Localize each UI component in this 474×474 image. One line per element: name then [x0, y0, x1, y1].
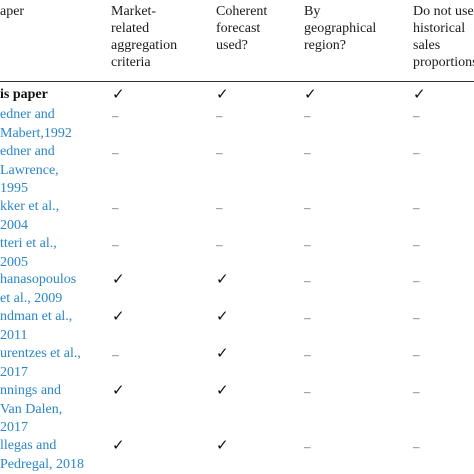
paper-citation-link[interactable]: llegas and Pedregal, 2018 — [0, 438, 84, 472]
dash-hist: – — [413, 200, 420, 215]
dash-market: – — [112, 347, 119, 362]
header-historical-sales: Do not use historical sales proportions — [413, 4, 474, 70]
dash-market: – — [112, 200, 119, 215]
checkmark-icon-coherent: ✓ — [216, 272, 229, 288]
dash-hist: – — [413, 237, 420, 252]
checkmark-icon-coherent: ✓ — [216, 346, 229, 362]
dash-hist: – — [413, 310, 420, 325]
checkmark-icon-market: ✓ — [112, 383, 125, 399]
dash-hist: – — [413, 108, 420, 123]
dash-market: – — [112, 145, 119, 160]
dash-hist: – — [413, 273, 420, 288]
header-paper: aper — [0, 4, 25, 19]
dash-geo: – — [304, 145, 311, 160]
dash-hist: – — [413, 384, 420, 399]
paper-citation-link[interactable]: edner and Mabert,1992 — [0, 107, 72, 141]
dash-coherent: – — [216, 145, 223, 160]
dash-coherent: – — [216, 237, 223, 252]
header-geographical-region: By geographical region? — [304, 4, 377, 53]
dash-geo: – — [304, 237, 311, 252]
dash-geo: – — [304, 108, 311, 123]
checkmark-icon-market: ✓ — [112, 87, 125, 103]
dash-geo: – — [304, 310, 311, 325]
dash-geo: – — [304, 439, 311, 454]
checkmark-icon-geo: ✓ — [304, 87, 317, 103]
checkmark-icon-market: ✓ — [112, 272, 125, 288]
dash-coherent: – — [216, 200, 223, 215]
dash-market: – — [112, 108, 119, 123]
checkmark-icon-market: ✓ — [112, 438, 125, 454]
dash-geo: – — [304, 347, 311, 362]
checkmark-icon-coherent: ✓ — [216, 309, 229, 325]
checkmark-icon-coherent: ✓ — [216, 87, 229, 103]
paper-citation-link[interactable]: nnings and Van Dalen, 2017 — [0, 383, 63, 435]
dash-geo: – — [304, 273, 311, 288]
checkmark-icon-market: ✓ — [112, 309, 125, 325]
paper-citation-link[interactable]: hanasopoulos et al., 2009 — [0, 272, 77, 306]
checkmark-icon-coherent: ✓ — [216, 438, 229, 454]
header-coherent-forecast: Coherent forecast used? — [216, 4, 268, 53]
header-market-related: Market- related aggregation criteria — [111, 4, 178, 70]
paper-citation-link[interactable]: kker et al., 2004 — [0, 199, 60, 233]
dash-hist: – — [413, 347, 420, 362]
dash-geo: – — [304, 200, 311, 215]
checkmark-icon-coherent: ✓ — [216, 383, 229, 399]
paper-citation-link[interactable]: ndman et al., 2011 — [0, 309, 73, 343]
dash-market: – — [112, 237, 119, 252]
dash-geo: – — [304, 384, 311, 399]
paper-cell-this-paper: is paper — [0, 87, 48, 102]
dash-hist: – — [413, 439, 420, 454]
paper-citation-link[interactable]: edner and Lawrence, 1995 — [0, 144, 59, 196]
paper-citation-link[interactable]: urentzes et al., 2017 — [0, 346, 81, 380]
checkmark-icon-hist: ✓ — [413, 87, 426, 103]
header-rule — [0, 81, 474, 82]
dash-hist: – — [413, 145, 420, 160]
dash-coherent: – — [216, 108, 223, 123]
paper-citation-link[interactable]: tteri et al., 2005 — [0, 236, 57, 270]
